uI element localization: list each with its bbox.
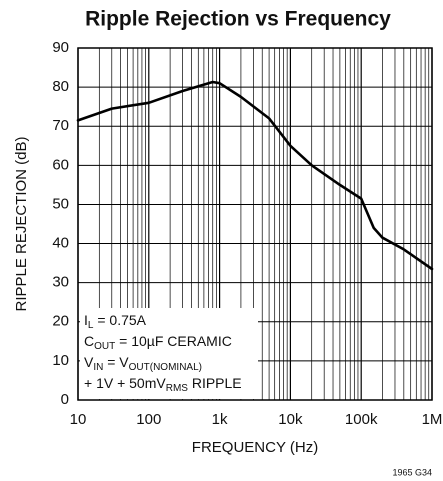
annotation-subscript: IN — [93, 362, 103, 373]
data-line — [76, 80, 434, 271]
annotation-text: = V — [103, 354, 129, 370]
y-tick-label: 0 — [61, 391, 69, 408]
annotation: IL = 0.75A — [84, 312, 147, 331]
y-tick-label: 40 — [52, 235, 69, 252]
annotation: VIN = VOUT(NOMINAL) — [84, 354, 202, 373]
x-tick-label: 1k — [212, 411, 228, 428]
annotation-text: V — [84, 354, 94, 370]
annotation-text: = 0.75A — [93, 312, 146, 328]
annotation-text: + 1V + 50mV — [84, 375, 166, 391]
annotation-text: = 10µF CERAMIC — [115, 333, 232, 349]
annotation-subscript: OUT — [94, 341, 115, 352]
x-tick-label: 1M — [422, 411, 443, 428]
y-tick-label: 20 — [52, 313, 69, 330]
plot-frame — [77, 47, 433, 401]
annotation: + 1V + 50mVRMS RIPPLE — [84, 375, 242, 394]
annotation: COUT = 10µF CERAMIC — [84, 333, 232, 352]
annotation-text: C — [84, 333, 94, 349]
annotation-text: RIPPLE — [188, 375, 242, 391]
annotation-box — [80, 308, 258, 399]
y-tick-label: 70 — [52, 117, 69, 134]
annotation-subscript: RMS — [166, 383, 189, 394]
x-tick-label: 100k — [345, 411, 378, 428]
annotation-subscript: OUT(NOMINAL) — [129, 362, 202, 373]
x-tick-label: 100 — [136, 411, 161, 428]
y-tick-label: 10 — [52, 352, 69, 369]
x-axis-label: FREQUENCY (Hz) — [192, 439, 318, 456]
y-tick-label: 60 — [52, 156, 69, 173]
y-axis-label: RIPPLE REJECTION (dB) — [13, 136, 30, 311]
footnote: 1965 G34 — [392, 467, 432, 477]
y-tick-label: 30 — [52, 274, 69, 291]
y-tick-label: 80 — [52, 78, 69, 95]
x-tick-label: 10k — [278, 411, 303, 428]
x-tick-label: 10 — [70, 411, 87, 428]
y-tick-label: 90 — [52, 39, 69, 56]
y-tick-label: 50 — [52, 195, 69, 212]
annotation-text: I — [84, 312, 88, 328]
annotation-subscript: L — [88, 320, 94, 331]
chart-title: Ripple Rejection vs Frequency — [85, 8, 391, 31]
